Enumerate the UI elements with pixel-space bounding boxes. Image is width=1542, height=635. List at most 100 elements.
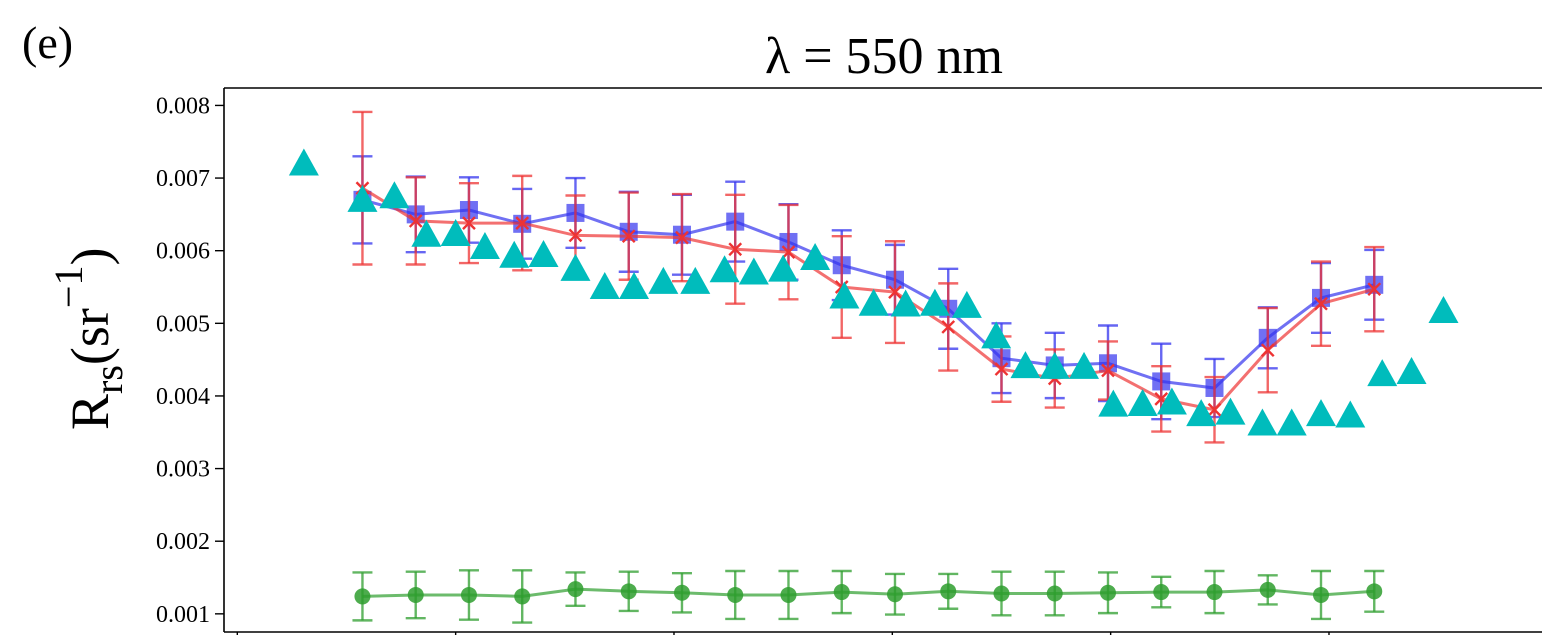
data-point-stroke xyxy=(1101,363,1115,378)
data-point xyxy=(1367,282,1382,297)
data-point-stroke xyxy=(941,320,956,334)
y-axis-label: Rrs(sr−1) xyxy=(46,248,131,430)
data-point xyxy=(619,272,650,300)
data-point xyxy=(1313,586,1330,603)
y-axis-label-exp: −1 xyxy=(46,266,91,309)
data-point-stroke xyxy=(568,228,583,243)
data-point xyxy=(1098,389,1129,417)
data-point xyxy=(981,321,1012,349)
data-point xyxy=(568,228,583,243)
data-point xyxy=(675,230,689,245)
y-tick-label: 0.008 xyxy=(156,93,210,119)
series-triangle xyxy=(288,148,1459,436)
data-point xyxy=(680,266,711,294)
data-point-stroke xyxy=(462,216,476,230)
data-point xyxy=(858,288,889,316)
data-point xyxy=(951,290,982,318)
data-point xyxy=(781,245,796,259)
data-point xyxy=(620,583,637,600)
data-point-stroke xyxy=(781,245,796,259)
data-point xyxy=(940,583,957,600)
data-point xyxy=(648,266,679,294)
data-point-stroke xyxy=(1367,282,1382,297)
data-point-stroke xyxy=(994,362,1009,376)
data-point-stroke xyxy=(408,214,423,228)
data-point xyxy=(528,240,559,268)
plot-area: 0.001 0.002 0.003 0.004 0.005 0.006 0.007 0.008 xyxy=(156,87,1542,635)
data-point xyxy=(462,216,476,230)
y-tick-label: 0.006 xyxy=(156,239,210,265)
data-point xyxy=(1046,585,1063,602)
data-point xyxy=(1010,351,1041,379)
data-point-stroke xyxy=(675,230,689,245)
data-point xyxy=(1396,356,1427,384)
data-point xyxy=(780,586,797,603)
data-point-stroke xyxy=(621,229,636,244)
data-point xyxy=(1259,581,1276,598)
data-point xyxy=(408,214,423,228)
data-point xyxy=(1127,388,1158,416)
data-point xyxy=(1247,408,1278,436)
data-point-stroke xyxy=(888,285,902,299)
data-point xyxy=(1206,584,1223,601)
data-point xyxy=(621,229,636,244)
data-point xyxy=(514,588,531,605)
data-point xyxy=(800,242,831,270)
data-point xyxy=(440,218,471,246)
data-point xyxy=(1428,295,1459,323)
data-point xyxy=(560,253,591,281)
data-point xyxy=(1335,400,1366,428)
data-point xyxy=(1101,363,1115,378)
data-point-stroke xyxy=(1314,296,1328,311)
data-point xyxy=(469,232,500,260)
data-point xyxy=(1207,402,1222,417)
data-point xyxy=(709,255,740,283)
data-point xyxy=(829,281,860,309)
data-point-stroke xyxy=(1154,392,1169,406)
y-tick-label: 0.005 xyxy=(156,311,210,337)
y-axis-label-close: ) xyxy=(60,248,120,266)
data-point xyxy=(1069,351,1100,379)
data-point xyxy=(1314,296,1328,311)
y-tick-label: 0.003 xyxy=(156,457,210,483)
y-axis-label-main: R xyxy=(60,394,120,430)
y-tick-label: 0.007 xyxy=(156,166,210,192)
data-point xyxy=(673,584,690,601)
data-point xyxy=(833,584,850,601)
y-tick-label: 0.004 xyxy=(156,384,210,410)
data-point xyxy=(1186,399,1217,427)
data-point-stroke xyxy=(728,242,743,257)
data-point xyxy=(347,184,378,212)
data-point xyxy=(1156,387,1187,415)
y-tick-label: 0.002 xyxy=(156,529,210,555)
series-circle xyxy=(352,569,1385,624)
data-point xyxy=(994,362,1009,376)
data-point xyxy=(354,588,371,605)
data-point xyxy=(919,288,950,316)
data-point xyxy=(1215,397,1246,425)
data-point xyxy=(407,586,424,603)
data-point xyxy=(738,257,769,285)
data-point xyxy=(768,254,799,282)
data-point xyxy=(1306,399,1337,427)
data-point xyxy=(1276,408,1307,436)
data-point xyxy=(1367,359,1398,387)
data-point xyxy=(728,242,743,257)
data-point xyxy=(1366,583,1383,600)
data-point xyxy=(499,240,530,268)
y-tick-label: 0.001 xyxy=(156,602,210,628)
data-point xyxy=(288,148,319,176)
data-point xyxy=(993,585,1010,602)
data-point xyxy=(460,586,477,603)
series-x xyxy=(352,110,1385,444)
series-square xyxy=(352,155,1385,421)
data-point-stroke xyxy=(1207,402,1222,417)
data-point xyxy=(888,285,902,299)
data-point xyxy=(589,272,620,300)
y-axis-label-unit: (sr xyxy=(60,308,120,365)
data-point xyxy=(567,581,584,598)
data-point xyxy=(886,586,903,603)
data-point xyxy=(379,181,410,209)
series-line xyxy=(362,587,1375,598)
